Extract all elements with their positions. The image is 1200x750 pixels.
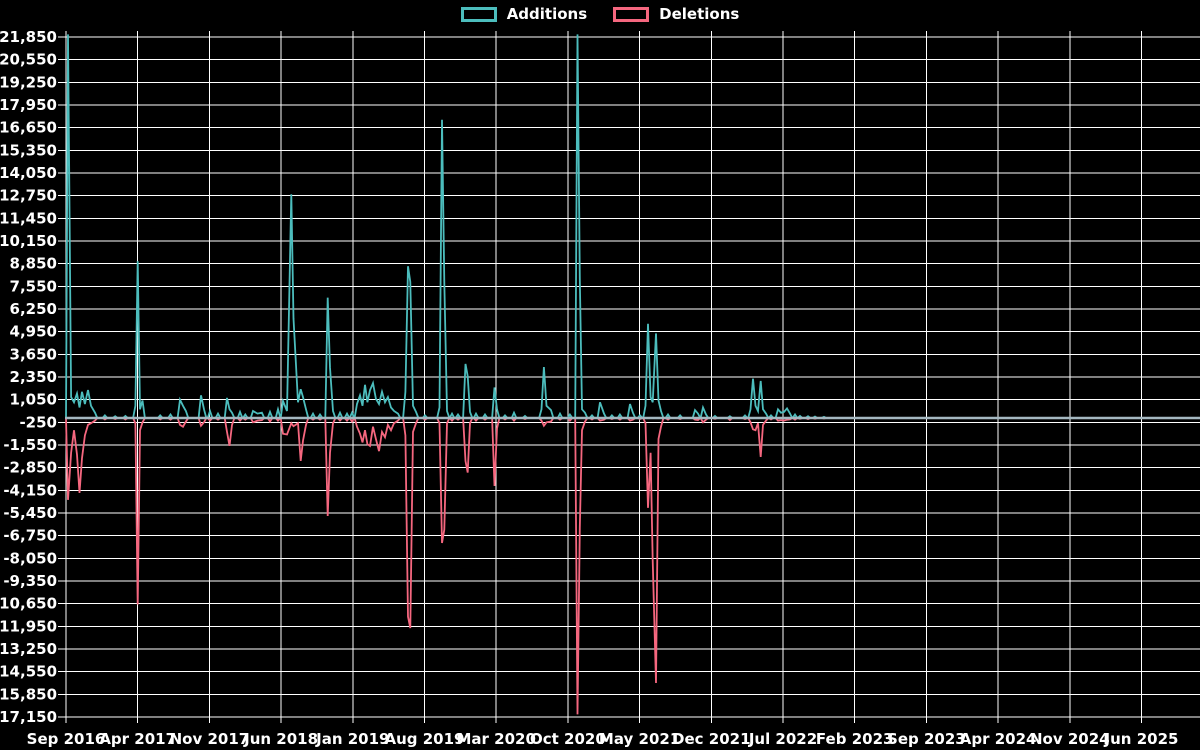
y-tick-label: -10,650 bbox=[0, 595, 57, 613]
y-tick-label: 15,350 bbox=[0, 141, 57, 159]
y-tick-label: 10,150 bbox=[0, 232, 57, 250]
x-tick-label: Mar 2020 bbox=[456, 730, 535, 748]
x-tick-label: May 2021 bbox=[599, 730, 680, 748]
y-tick-label: 3,650 bbox=[10, 345, 57, 363]
y-tick-label: 6,250 bbox=[10, 300, 57, 318]
x-tick-label: Oct 2020 bbox=[530, 730, 606, 748]
additions-swatch-icon bbox=[460, 7, 497, 22]
x-tick-label: Sep 2016 bbox=[27, 730, 106, 748]
y-tick-label: 12,750 bbox=[0, 187, 57, 205]
y-tick-label: -6,750 bbox=[3, 527, 57, 545]
y-tick-label: -250 bbox=[19, 413, 57, 431]
x-tick-label: Jun 2025 bbox=[1104, 730, 1179, 748]
y-tick-label: 21,850 bbox=[0, 28, 57, 46]
y-tick-label: -11,950 bbox=[0, 617, 57, 635]
x-tick-label: Dec 2021 bbox=[672, 730, 751, 748]
y-tick-label: 4,950 bbox=[10, 323, 57, 341]
y-tick-label: -15,850 bbox=[0, 685, 57, 703]
x-tick-label: Nov 2017 bbox=[170, 730, 250, 748]
y-tick-label: -8,050 bbox=[3, 549, 57, 567]
x-tick-label: Jan 2019 bbox=[315, 730, 389, 748]
y-tick-label: 11,450 bbox=[0, 209, 57, 227]
y-tick-label: -13,250 bbox=[0, 640, 57, 658]
y-tick-label: 7,550 bbox=[10, 277, 57, 295]
deletions-swatch-icon bbox=[613, 7, 650, 22]
y-tick-label: -17,150 bbox=[0, 708, 57, 726]
y-tick-label: -1,550 bbox=[3, 436, 57, 454]
legend-item-additions[interactable]: Additions bbox=[460, 5, 588, 23]
y-tick-label: -14,550 bbox=[0, 663, 57, 681]
y-tick-label: 2,350 bbox=[10, 368, 57, 386]
y-tick-label: 8,850 bbox=[10, 255, 57, 273]
deletions-legend-label: Deletions bbox=[659, 5, 740, 23]
y-tick-label: 20,550 bbox=[0, 51, 57, 69]
chart-legend: Additions Deletions bbox=[0, 6, 1200, 23]
x-tick-label: Nov 2024 bbox=[1030, 730, 1110, 748]
additions-legend-label: Additions bbox=[506, 5, 588, 23]
y-tick-label: -4,150 bbox=[3, 481, 57, 499]
legend-item-deletions[interactable]: Deletions bbox=[613, 6, 739, 23]
x-tick-label: Apr 2024 bbox=[960, 730, 1037, 748]
y-tick-label: -5,450 bbox=[3, 504, 57, 522]
x-tick-label: Aug 2019 bbox=[385, 730, 465, 748]
gridlines bbox=[58, 31, 1200, 723]
y-tick-label: 16,650 bbox=[0, 119, 57, 137]
y-tick-label: -2,850 bbox=[3, 459, 57, 477]
y-tick-label: 14,050 bbox=[0, 164, 57, 182]
x-tick-label: Sep 2023 bbox=[887, 730, 966, 748]
x-tick-label: Feb 2023 bbox=[816, 730, 894, 748]
deletions-line-series bbox=[65, 417, 1200, 715]
y-tick-label: 19,250 bbox=[0, 73, 57, 91]
x-tick-label: Apr 2017 bbox=[99, 730, 176, 748]
y-tick-label: -9,350 bbox=[3, 572, 57, 590]
x-tick-label: Jun 2018 bbox=[243, 730, 318, 748]
y-tick-label: 1,050 bbox=[10, 391, 57, 409]
additions-line-series bbox=[65, 34, 1200, 419]
y-tick-label: 17,950 bbox=[0, 96, 57, 114]
x-tick-label: Jul 2022 bbox=[748, 730, 817, 748]
